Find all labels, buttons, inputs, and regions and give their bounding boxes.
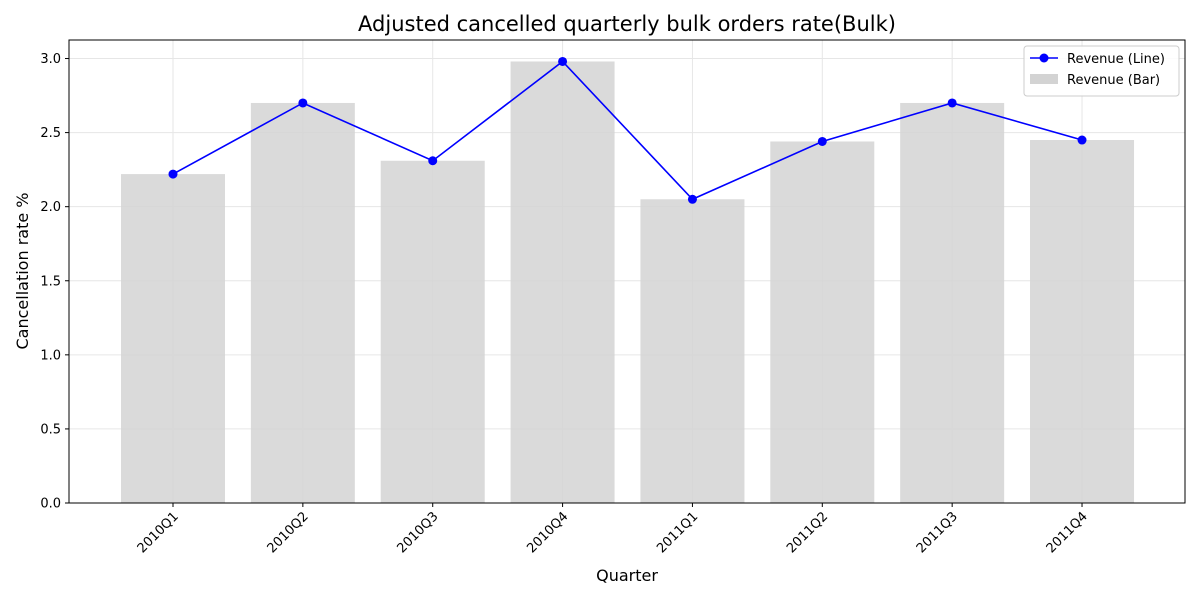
y-axis: 0.0 0.5 1.0 1.5 2.0 2.5 3.0	[40, 52, 69, 512]
line-point	[817, 136, 827, 146]
bar	[121, 174, 225, 504]
legend-line-marker	[1039, 53, 1049, 63]
y-axis-label: Cancellation rate %	[13, 193, 32, 350]
line-point	[428, 156, 438, 166]
x-tick-label: 2011Q1	[654, 509, 701, 556]
plot-frame	[68, 39, 1186, 504]
x-tick-label: 2010Q1	[135, 509, 182, 556]
legend-box	[1023, 45, 1180, 97]
y-tick-label: 0.5	[40, 422, 61, 437]
line-point	[1077, 135, 1087, 145]
legend: Revenue (Line) Revenue (Bar)	[1023, 45, 1180, 97]
x-tick-label: 2011Q4	[1044, 509, 1091, 556]
line-series	[168, 56, 1087, 204]
bar	[770, 141, 875, 503]
x-tick-label: 2010Q4	[524, 509, 571, 556]
x-tick-label: 2010Q2	[265, 509, 312, 556]
bar	[640, 199, 745, 503]
line-point	[298, 98, 308, 108]
line-point	[687, 194, 697, 204]
bar-series	[121, 61, 1135, 504]
line-point	[947, 98, 957, 108]
line-point	[168, 169, 178, 179]
legend-label-line: Revenue (Line)	[1067, 52, 1165, 67]
x-tick-label: 2011Q2	[784, 509, 831, 556]
series-line	[172, 60, 1083, 201]
x-tick-label: 2010Q3	[394, 509, 441, 556]
grid	[69, 40, 1185, 504]
bar	[1030, 140, 1135, 503]
y-tick-label: 1.5	[40, 274, 61, 289]
x-axis: 2010Q1 2010Q2 2010Q3 2010Q4 2011Q1 2011Q2 2011…	[135, 503, 1091, 556]
y-tick-label: 2.5	[40, 126, 61, 141]
bar	[380, 160, 485, 503]
y-tick-label: 2.0	[40, 200, 61, 215]
chart-title: Adjusted cancelled quarterly bulk orders…	[358, 12, 896, 36]
y-tick-label: 0.0	[40, 497, 61, 512]
y-tick-label: 3.0	[40, 52, 61, 67]
legend-label-bar: Revenue (Bar)	[1067, 73, 1160, 88]
line-point	[558, 56, 568, 66]
x-axis-label: Quarter	[596, 566, 658, 585]
bar	[900, 102, 1005, 503]
y-tick-label: 1.0	[40, 348, 61, 363]
bar	[510, 61, 615, 503]
bar	[250, 102, 355, 503]
legend-bar-swatch	[1030, 74, 1058, 84]
x-tick-label: 2011Q3	[914, 509, 961, 556]
